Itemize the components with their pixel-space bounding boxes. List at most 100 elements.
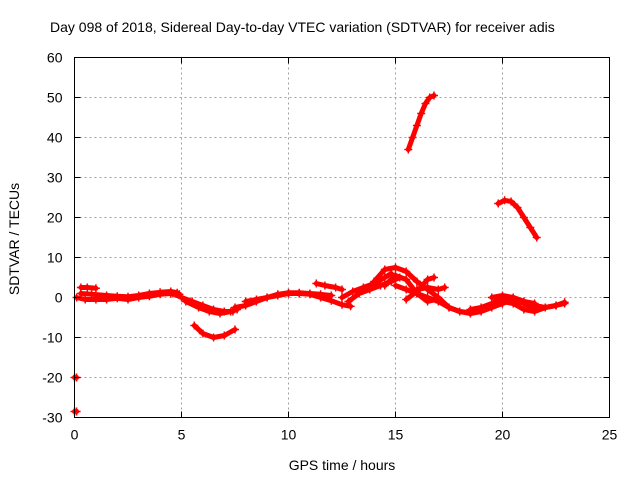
data-point xyxy=(209,333,218,342)
data-point xyxy=(380,281,389,290)
data-point xyxy=(365,285,374,294)
grid-lines xyxy=(74,57,610,418)
data-point xyxy=(408,133,417,142)
data-point xyxy=(338,293,346,302)
data-point xyxy=(241,297,250,306)
data-point xyxy=(423,283,432,292)
data-point xyxy=(530,299,539,308)
data-point xyxy=(380,273,389,282)
x-tick-label: 25 xyxy=(602,427,618,443)
data-point xyxy=(391,271,400,280)
data-point xyxy=(320,281,329,290)
data-point xyxy=(226,307,235,316)
data-point xyxy=(552,301,560,310)
series-trace-16 xyxy=(412,283,449,294)
x-tick-label: 0 xyxy=(71,427,79,443)
data-point xyxy=(124,292,132,301)
data-point xyxy=(168,289,177,298)
data-point xyxy=(412,285,421,294)
y-tick-label: 10 xyxy=(47,250,63,266)
data-point xyxy=(305,289,314,298)
data-point xyxy=(194,303,203,312)
x-tick-label: 20 xyxy=(495,427,511,443)
series-trace-6 xyxy=(190,321,239,342)
data-point xyxy=(423,275,432,284)
series-trace-8 xyxy=(241,288,336,306)
data-point xyxy=(331,283,340,292)
data-point xyxy=(252,295,261,304)
data-point xyxy=(421,99,430,108)
data-point xyxy=(87,290,96,299)
y-tick-label: -10 xyxy=(42,330,62,346)
data-point xyxy=(338,285,346,294)
data-point xyxy=(370,277,379,286)
data-point xyxy=(404,145,413,154)
data-point xyxy=(526,223,535,232)
data-point xyxy=(440,283,449,292)
data-point xyxy=(402,295,411,304)
data-point xyxy=(113,292,122,301)
data-point xyxy=(344,297,353,306)
data-point xyxy=(519,213,528,222)
data-point xyxy=(327,291,336,300)
data-point xyxy=(434,297,443,306)
data-point xyxy=(216,309,224,318)
x-tick-label: 10 xyxy=(281,427,297,443)
plot-frame xyxy=(74,57,610,418)
y-axis-label: SDTVAR / TECUs xyxy=(6,183,22,295)
data-point xyxy=(312,279,321,288)
series-trace-20 xyxy=(494,196,541,242)
data-point xyxy=(532,233,541,242)
data-point xyxy=(434,285,443,294)
y-tick-label: 60 xyxy=(47,50,63,66)
y-tick-label: 50 xyxy=(47,90,63,106)
chart-title: Day 098 of 2018, Sidereal Day-to-day VTE… xyxy=(50,19,555,35)
data-point xyxy=(83,283,92,292)
data-point xyxy=(417,109,426,118)
y-tick-label: 0 xyxy=(55,290,63,306)
data-point xyxy=(402,267,411,276)
series-trace-5 xyxy=(181,297,242,318)
data-point xyxy=(412,121,421,130)
data-point xyxy=(205,307,214,316)
data-point xyxy=(509,293,518,302)
data-point xyxy=(263,293,272,302)
data-point xyxy=(355,289,364,298)
data-point xyxy=(391,281,400,290)
data-point xyxy=(412,277,421,286)
data-point xyxy=(145,289,154,298)
data-point xyxy=(181,297,190,306)
y-tick-label: 30 xyxy=(47,170,63,186)
series-line xyxy=(78,289,180,300)
data-point xyxy=(346,302,355,311)
x-tick-label: 5 xyxy=(178,427,186,443)
axis-ticks: 0 5 10 15 20 25 -30 -20 -10 0 10 20 30 40 50 60 xyxy=(42,50,617,443)
series-line xyxy=(313,281,345,292)
series-line xyxy=(414,285,448,292)
data-point xyxy=(430,91,438,100)
x-axis-label: GPS time / hours xyxy=(289,457,396,473)
data-point xyxy=(487,293,496,302)
series-trace-9 xyxy=(312,279,346,294)
data-point xyxy=(177,293,186,302)
data-point xyxy=(348,287,357,296)
data-point xyxy=(316,290,325,299)
data-point xyxy=(423,293,432,302)
data-point xyxy=(156,288,165,297)
data-point xyxy=(380,265,389,274)
data-point xyxy=(494,199,503,208)
series-trace-15 xyxy=(402,273,438,304)
series-trace-3 xyxy=(76,283,100,293)
series-line xyxy=(191,323,238,340)
data-point xyxy=(273,290,282,299)
data-point xyxy=(231,325,239,334)
data-point xyxy=(455,307,464,316)
data-point xyxy=(391,263,400,272)
y-tick-label: -20 xyxy=(42,370,62,386)
data-point xyxy=(500,196,509,205)
data-point xyxy=(91,284,100,293)
data-point xyxy=(102,291,111,300)
data-point xyxy=(402,275,411,284)
data-point xyxy=(402,285,411,294)
